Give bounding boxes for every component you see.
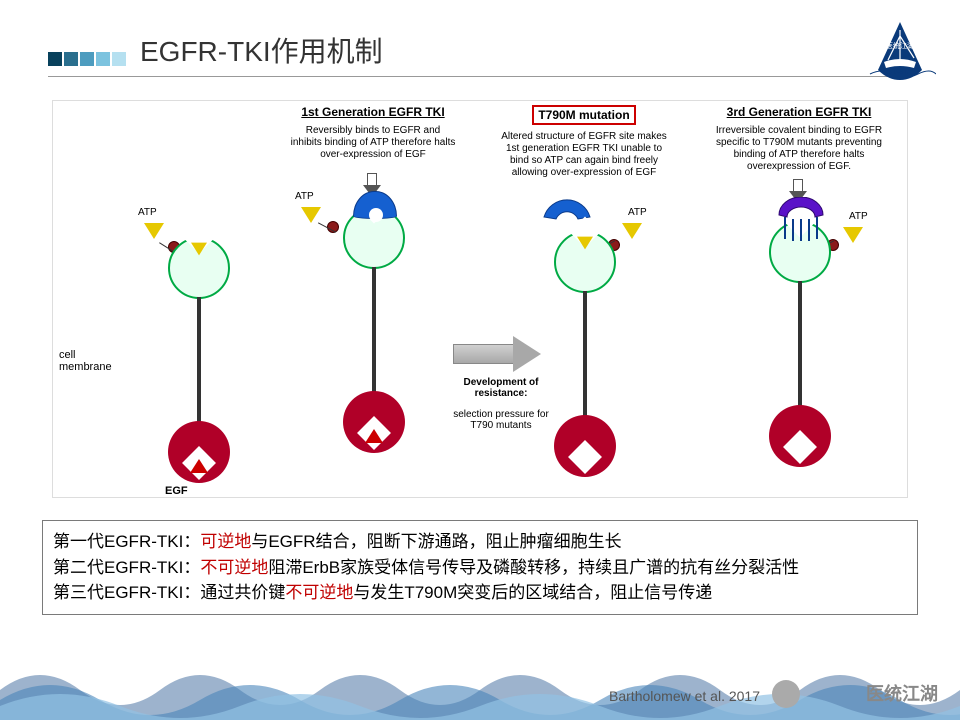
- watermark-text: 医统江湖: [866, 680, 938, 706]
- diagram-col-4: 3rd Generation EGFR TKI Irreversible cov…: [699, 101, 899, 497]
- receptor-4: ATP: [739, 181, 859, 441]
- diagram-col-1: ATP EGF: [113, 101, 283, 497]
- tki-plug-icon: [353, 191, 397, 219]
- egf-icon: [190, 459, 208, 473]
- col3-desc: Altered structure of EGFR site makes 1st…: [493, 129, 675, 181]
- diagram-col-2: 1st Generation EGFR TKI Reversibly binds…: [283, 101, 463, 497]
- mechanism-diagram: cellmembrane ATP EGF 1st Generation EGFR…: [52, 100, 908, 498]
- page-title: EGFR-TKI作用机制: [140, 30, 383, 70]
- title-color-bars: [48, 52, 126, 66]
- atp-bound-icon: [191, 243, 207, 256]
- membrane-label: cellmembrane: [59, 349, 112, 373]
- svg-text:医统江湖: 医统江湖: [886, 41, 914, 50]
- egf-icon: [365, 429, 383, 443]
- col2-desc: Reversibly binds to EGFR and inhibits bi…: [283, 123, 463, 163]
- summary-line-3: 第三代EGFR-TKI：通过共价键不可逆地与发生T790M突变后的区域结合，阻止…: [53, 580, 907, 606]
- receptor-3: ATP: [524, 191, 644, 451]
- summary-box: 第一代EGFR-TKI：可逆地与EGFR结合，阻断下游通路，阻止肿瘤细胞生长 第…: [42, 520, 918, 615]
- col3-header: T790M mutation: [493, 101, 675, 129]
- diagram-col-3: T790M mutation Altered structure of EGFR…: [493, 101, 675, 497]
- header-rule: [48, 76, 912, 77]
- col4-desc: Irreversible covalent binding to EGFR sp…: [699, 123, 899, 175]
- citation-text: Bartholomew et al. 2017: [609, 688, 760, 704]
- col2-header: 1st Generation EGFR TKI: [283, 101, 463, 123]
- atp-label: ATP: [138, 207, 157, 218]
- summary-line-2: 第二代EGFR-TKI：不可逆地阻滞ErbB家族受体信号传导及磷酸转移，持续且广…: [53, 555, 907, 581]
- wave-decoration: [0, 650, 960, 720]
- summary-line-1: 第一代EGFR-TKI：可逆地与EGFR结合，阻断下游通路，阻止肿瘤细胞生长: [53, 529, 907, 555]
- logo-icon: 医统江湖 CLINSTAT: [864, 18, 936, 90]
- tki3-plug-icon: [775, 197, 827, 243]
- atp-label: ATP: [295, 191, 314, 202]
- header: EGFR-TKI作用机制 医统江湖 CLINSTAT: [0, 0, 960, 90]
- receptor-1: ATP: [138, 197, 258, 457]
- atp-icon: [144, 223, 164, 239]
- atp-label: ATP: [628, 207, 647, 218]
- tki-displaced-icon: [534, 187, 600, 225]
- svg-text:CLINSTAT: CLINSTAT: [886, 70, 914, 76]
- wechat-icon: [772, 680, 800, 708]
- atp-icon: [301, 207, 321, 223]
- atp-icon: [843, 227, 863, 243]
- receptor-2: ATP: [313, 167, 433, 427]
- col4-header: 3rd Generation EGFR TKI: [699, 101, 899, 123]
- atp-icon: [622, 223, 642, 239]
- egf-label: EGF: [165, 485, 188, 497]
- atp-bound-icon: [577, 237, 593, 250]
- atp-label: ATP: [849, 211, 868, 222]
